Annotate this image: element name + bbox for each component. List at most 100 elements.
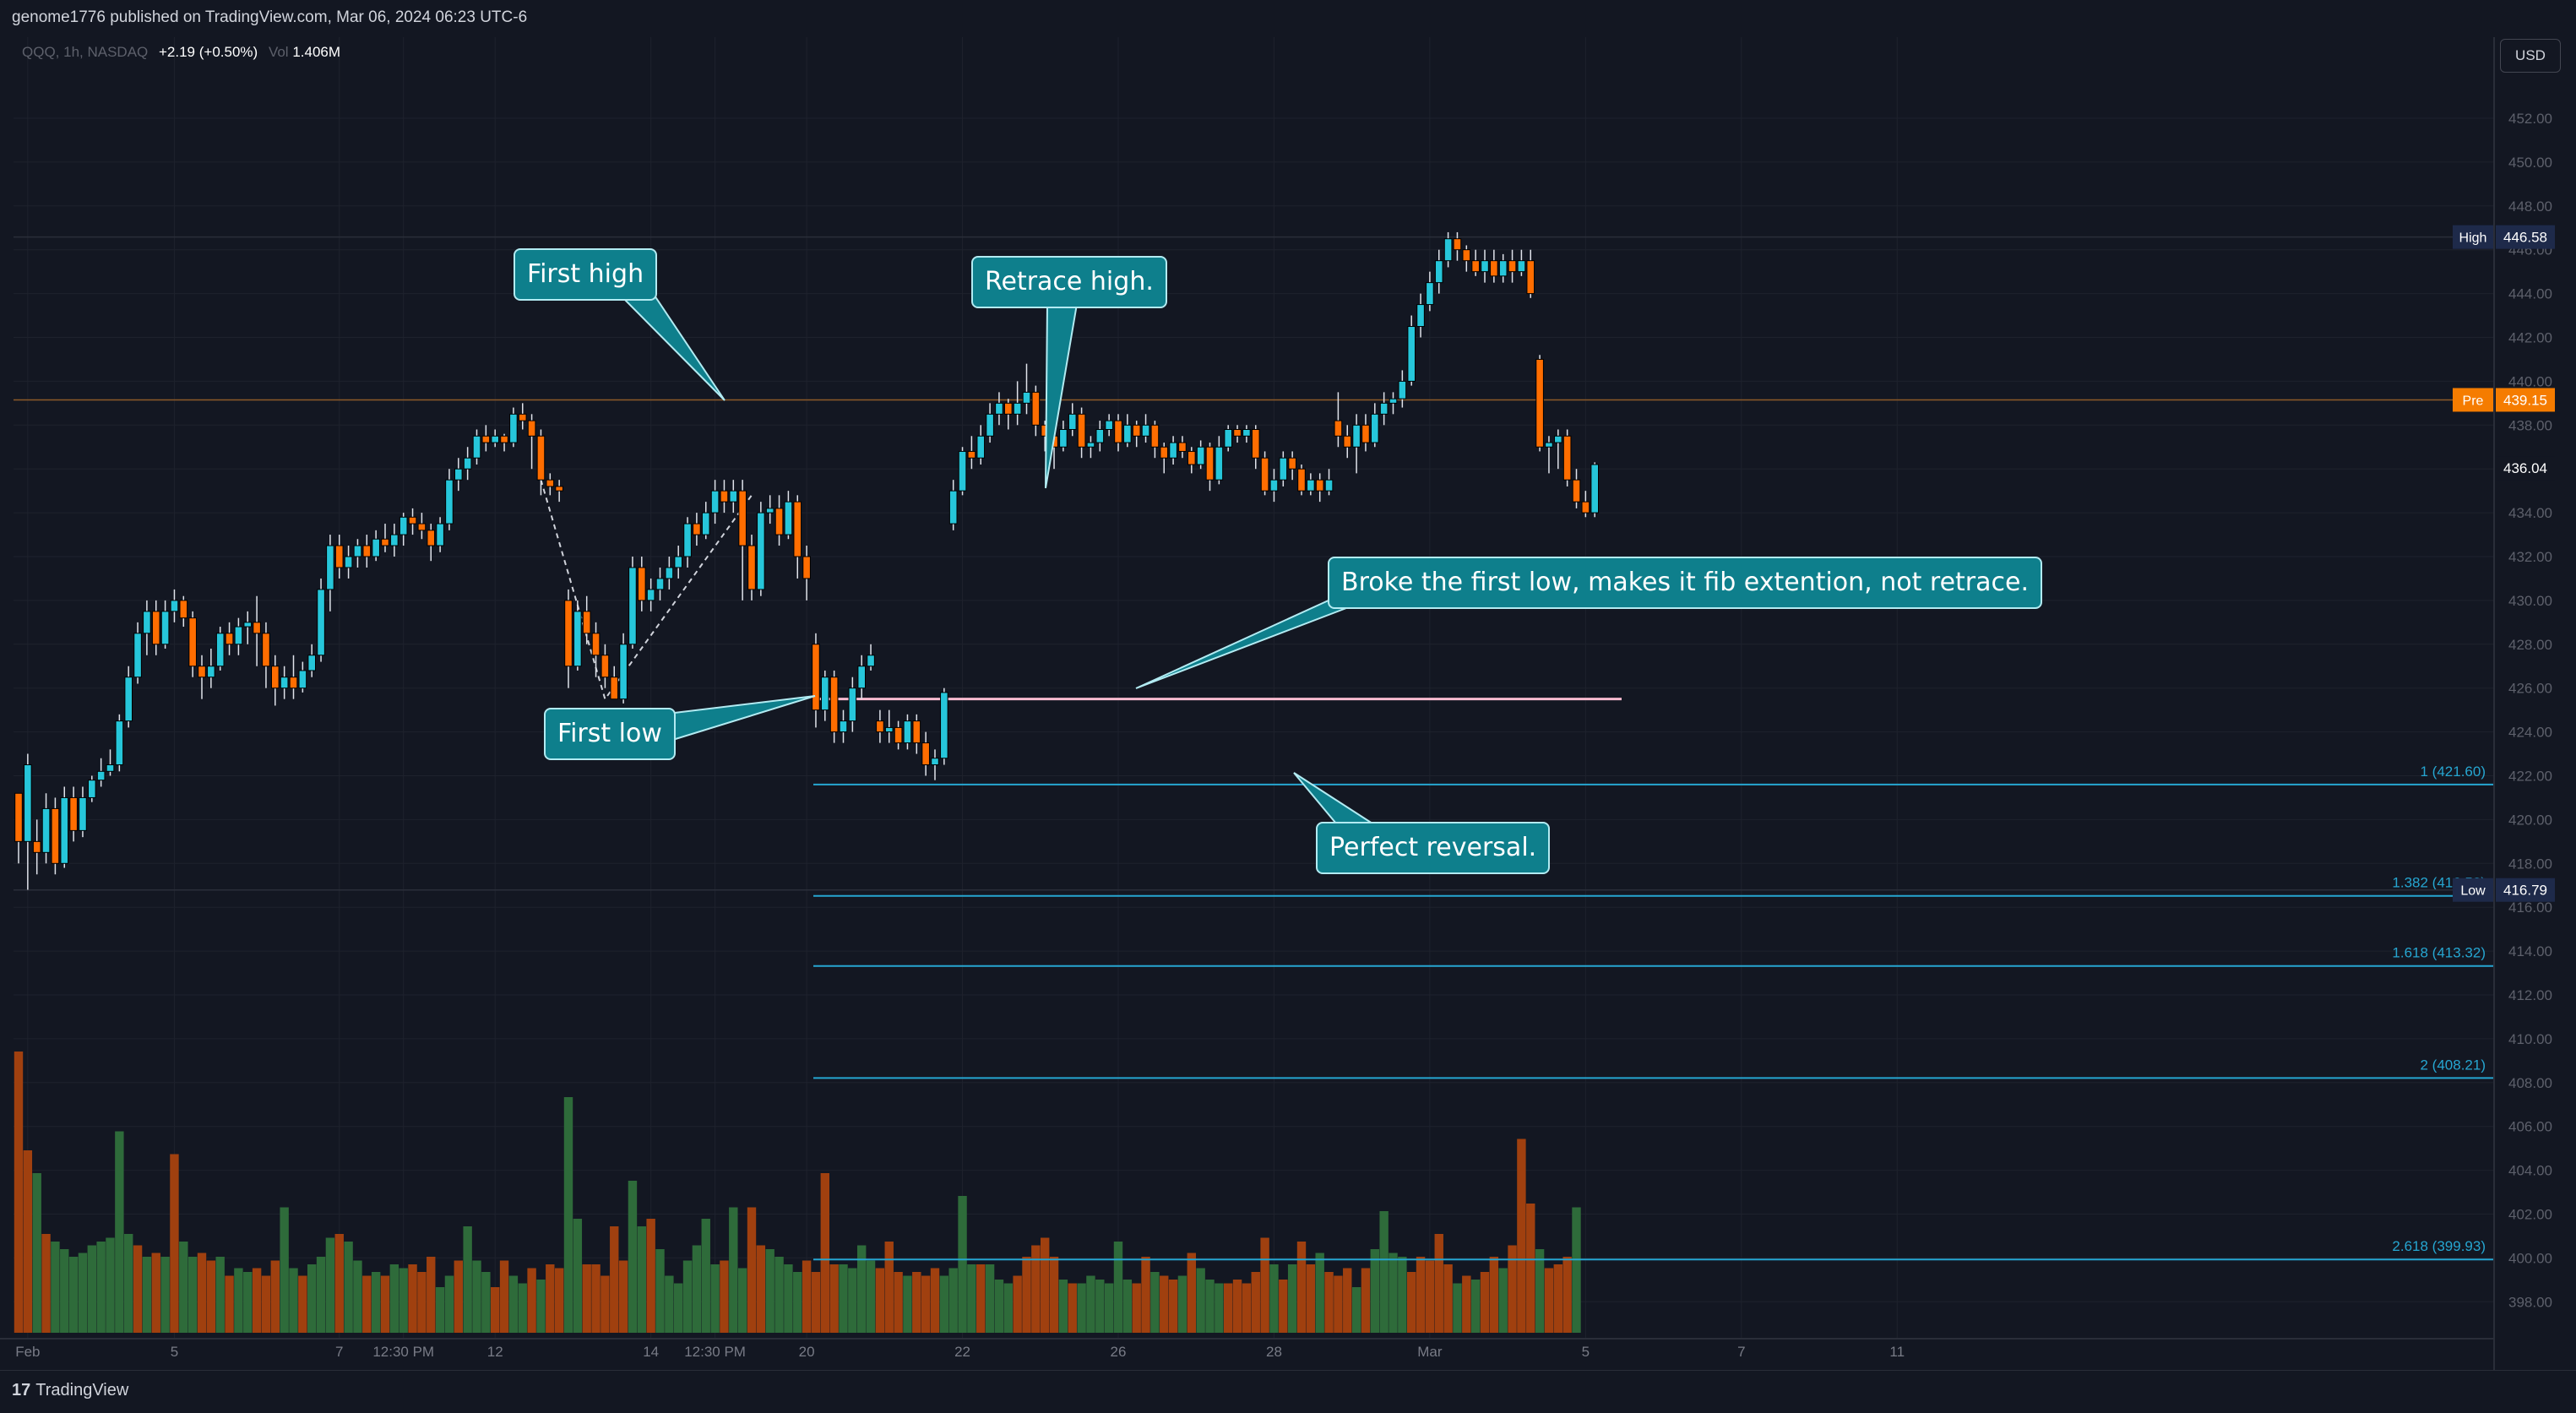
- candle-body: [848, 687, 857, 722]
- volume-bar: [747, 1207, 757, 1333]
- volume-bar: [573, 1219, 583, 1333]
- price-value-box: [2496, 456, 2555, 481]
- volume-bar: [1269, 1264, 1279, 1333]
- candle-body: [1160, 446, 1169, 459]
- candle-body: [1086, 442, 1095, 448]
- price-tick-label: 410.00: [2508, 1031, 2552, 1047]
- candle-body: [802, 556, 811, 579]
- candle-body: [24, 764, 32, 842]
- volume-bar: [491, 1287, 500, 1333]
- price-value-label: 436.04: [2503, 460, 2547, 476]
- price-tick-label: 414.00: [2508, 943, 2552, 959]
- candle-body: [1371, 413, 1379, 443]
- volume-bar: [967, 1264, 976, 1333]
- volume-bar: [637, 1226, 646, 1333]
- volume-bar: [1517, 1139, 1526, 1333]
- candle-body: [1526, 260, 1535, 295]
- volume-bar: [252, 1268, 262, 1333]
- candle-body: [408, 516, 417, 524]
- volume-bar: [1122, 1280, 1133, 1333]
- fib-label: 2.618 (399.93): [2392, 1238, 2486, 1254]
- price-value-box: [2496, 388, 2555, 412]
- price-tag-label: Low: [2460, 884, 2486, 899]
- candle-body: [243, 622, 253, 628]
- candle-body: [1297, 468, 1306, 492]
- volume-bar: [371, 1272, 381, 1333]
- candle-body: [215, 633, 225, 667]
- volume-bar: [362, 1275, 372, 1333]
- volume-bar: [472, 1260, 481, 1333]
- candle-body: [839, 720, 848, 733]
- candle-body: [710, 490, 720, 514]
- volume-bar: [1068, 1283, 1077, 1333]
- candle-body: [674, 556, 683, 568]
- volume-bar: [1041, 1237, 1050, 1333]
- volume-bar: [1508, 1245, 1517, 1333]
- volume-bar: [115, 1131, 124, 1333]
- time-tick-label: 12:30 PM: [684, 1344, 746, 1360]
- candle-body: [69, 796, 78, 831]
- volume-bar: [1470, 1280, 1481, 1333]
- candle-body: [79, 796, 87, 831]
- candle-body: [1453, 238, 1462, 251]
- price-axis[interactable]: 398.00 400.00 402.00 404.00 406.00 408.00 410.…: [2493, 37, 2552, 1370]
- candle-body: [234, 626, 243, 645]
- price-tick-label: 428.00: [2508, 637, 2552, 653]
- callout-retrace-high: Retrace high.: [971, 256, 1167, 308]
- volume-bar: [1489, 1257, 1499, 1333]
- candle-body: [986, 413, 994, 437]
- candle-body: [1141, 424, 1150, 437]
- time-tick-label: 28: [1266, 1344, 1282, 1360]
- tradingview-logo[interactable]: 17 TradingView: [12, 1381, 128, 1400]
- candle-body: [1242, 428, 1251, 437]
- volume-bar: [601, 1275, 610, 1333]
- candle-body: [1233, 428, 1242, 437]
- volume-bar: [170, 1154, 179, 1333]
- volume-bar: [582, 1264, 591, 1333]
- candle-body: [1196, 446, 1205, 465]
- candle-body: [344, 556, 353, 568]
- candle-body: [1068, 413, 1077, 430]
- price-tick-label: 406.00: [2508, 1119, 2552, 1135]
- candle-body: [1279, 457, 1288, 481]
- volume-bar: [142, 1257, 152, 1333]
- volume-bar: [1058, 1280, 1068, 1333]
- time-tick-label: 11: [1889, 1344, 1905, 1360]
- candle-body: [1481, 260, 1489, 273]
- currency-button[interactable]: USD: [2500, 39, 2561, 73]
- volume-bar: [353, 1260, 362, 1333]
- change-label: +2.19 (+0.50%): [159, 44, 258, 60]
- candle-body: [51, 807, 60, 864]
- volume-bar: [261, 1275, 271, 1333]
- volume-bar: [894, 1272, 903, 1333]
- candle-body: [812, 644, 820, 711]
- candle-body: [1361, 424, 1370, 443]
- candle-body: [1535, 358, 1544, 448]
- volume-bar: [399, 1268, 408, 1333]
- candle-body: [1022, 391, 1031, 404]
- time-tick-label: 26: [1111, 1344, 1127, 1360]
- volume-bar: [206, 1260, 216, 1333]
- volume-bar: [1077, 1283, 1086, 1333]
- volume-bar: [518, 1283, 527, 1333]
- volume-bar: [802, 1260, 812, 1333]
- volume-bar: [1498, 1268, 1508, 1333]
- volume-bar: [280, 1207, 289, 1333]
- candle-body: [619, 644, 628, 700]
- volume-bar: [1224, 1283, 1233, 1333]
- candle-body: [1031, 391, 1041, 426]
- candle-body: [188, 617, 197, 667]
- volume-bar: [1215, 1283, 1224, 1333]
- time-tick-label: 5: [1582, 1344, 1590, 1360]
- candle-body: [1324, 479, 1334, 492]
- candle-body: [491, 435, 500, 443]
- time-axis[interactable]: Feb 5 7 12:30 PM 12 14 12:30 PM 20 22 26 28 Mar 5 7 11: [0, 1338, 2494, 1360]
- volume-bar: [1187, 1253, 1196, 1333]
- candle-body: [967, 450, 976, 459]
- candle-body: [665, 567, 674, 579]
- volume-bar: [1562, 1257, 1572, 1333]
- candle-body: [829, 677, 839, 733]
- volume-bar: [289, 1268, 298, 1333]
- candle-body: [1343, 435, 1352, 448]
